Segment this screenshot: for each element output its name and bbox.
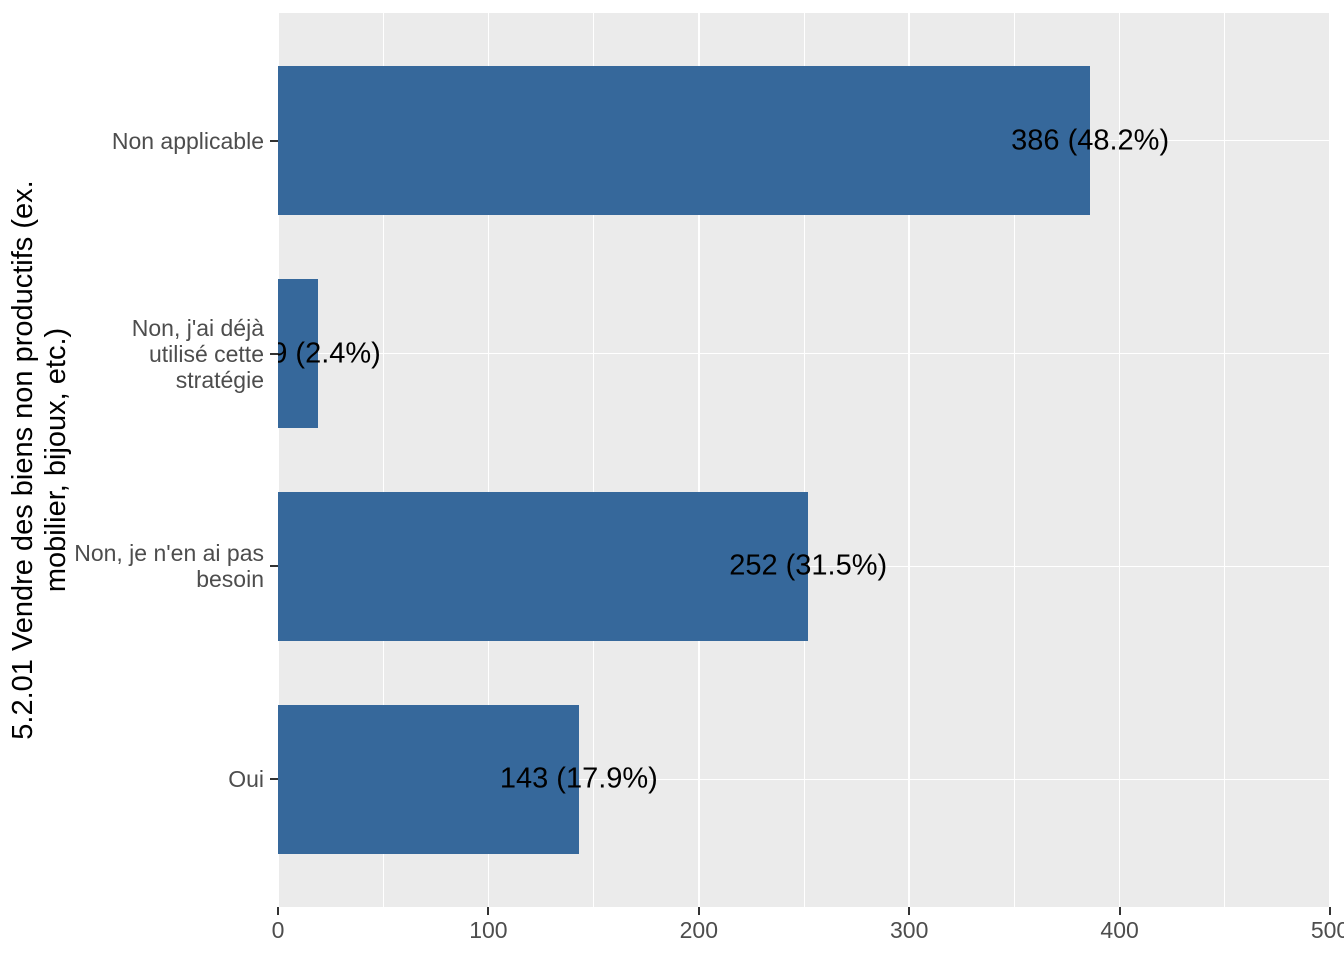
x-axis-tick: [1329, 907, 1331, 915]
x-tick-label: 400: [1100, 917, 1139, 943]
y-axis-tick: [270, 565, 278, 568]
major-gridline: [1118, 13, 1121, 907]
category-label: Oui: [228, 766, 264, 793]
category-label: Non, je n'en ai pas besoin: [74, 540, 264, 593]
bar-value-label: 143 (17.9%): [499, 762, 658, 795]
category-label: Non, j'ai déjà utilisé cette stratégie: [131, 314, 264, 393]
y-axis-tick: [270, 139, 278, 142]
x-tick-label: 0: [271, 917, 285, 943]
minor-gridline: [803, 13, 805, 907]
y-axis-tick: [270, 352, 278, 355]
bar-value-label: 252 (31.5%): [729, 549, 888, 582]
x-axis-tick: [697, 907, 700, 915]
major-gridline: [1329, 13, 1330, 907]
bar-value-label: 19 (2.4%): [278, 337, 381, 370]
x-tick-label: 100: [469, 917, 508, 943]
x-tick-label: 300: [890, 917, 929, 943]
minor-gridline: [1013, 13, 1015, 907]
x-tick-label: 200: [679, 917, 718, 943]
major-gridline: [278, 13, 279, 907]
x-axis-tick: [908, 907, 911, 915]
x-axis-tick: [1118, 907, 1121, 915]
x-axis-tick: [277, 907, 279, 915]
x-axis-tick: [487, 907, 490, 915]
major-gridline: [698, 13, 700, 907]
minor-gridline: [1224, 13, 1226, 907]
plot-panel: 386 (48.2%) 19 (2.4%) 252 (31.5%) 143 (17.9…: [278, 13, 1330, 907]
bar: [278, 66, 1091, 216]
major-gridline-y: [278, 778, 1330, 781]
category-label: Non applicable: [111, 127, 264, 154]
minor-gridline: [593, 13, 595, 907]
bar-value-label: 386 (48.2%): [1011, 124, 1170, 157]
bar: [278, 491, 809, 641]
bar: [278, 704, 579, 854]
y-axis-title: 5.2.01 Vendre des biens non productifs (…: [7, 180, 72, 740]
major-gridline: [487, 13, 490, 907]
y-axis-tick: [270, 778, 278, 781]
bar: [278, 279, 318, 429]
major-gridline: [908, 13, 910, 907]
x-tick-label: 500: [1310, 917, 1344, 943]
minor-gridline: [382, 13, 384, 907]
major-gridline-y: [278, 352, 1330, 355]
